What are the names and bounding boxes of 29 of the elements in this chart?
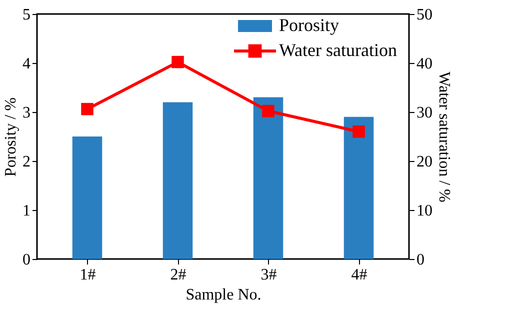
x-tick-label: 3# xyxy=(260,266,277,284)
x-tick-label: 1# xyxy=(80,266,96,284)
point xyxy=(172,56,184,68)
y-tick-label: 5 xyxy=(22,6,30,24)
y2-tick-label: 0 xyxy=(416,252,424,268)
bar xyxy=(162,102,193,259)
legend-label: Water saturation xyxy=(279,40,398,60)
bar xyxy=(253,97,284,259)
y-axis-title: Porosity / % xyxy=(2,97,20,177)
point xyxy=(81,102,94,116)
y-tick-label: 0 xyxy=(22,252,30,268)
x-tick-label: 2# xyxy=(170,266,186,284)
y-tick-label: 4 xyxy=(22,56,30,72)
legend-label: Porosity xyxy=(279,15,340,35)
y2-axis-title: Water saturation / % xyxy=(436,72,452,202)
y2-tick-label: 20 xyxy=(416,154,432,170)
x-tick-label: 4# xyxy=(351,266,368,284)
y-tick-label: 1 xyxy=(22,202,30,220)
point xyxy=(352,125,365,138)
point xyxy=(262,104,274,118)
bar xyxy=(72,136,102,259)
y2-tick-label: 30 xyxy=(416,104,432,122)
y2-tick-label: 40 xyxy=(416,56,432,72)
y2-tick-label: 10 xyxy=(416,202,432,220)
bar xyxy=(344,116,374,259)
y-tick-label: 3 xyxy=(22,104,30,122)
x-axis-title: Sample No. xyxy=(186,286,262,304)
y-tick-label: 2 xyxy=(22,154,30,170)
y2-tick-label: 50 xyxy=(416,6,432,24)
